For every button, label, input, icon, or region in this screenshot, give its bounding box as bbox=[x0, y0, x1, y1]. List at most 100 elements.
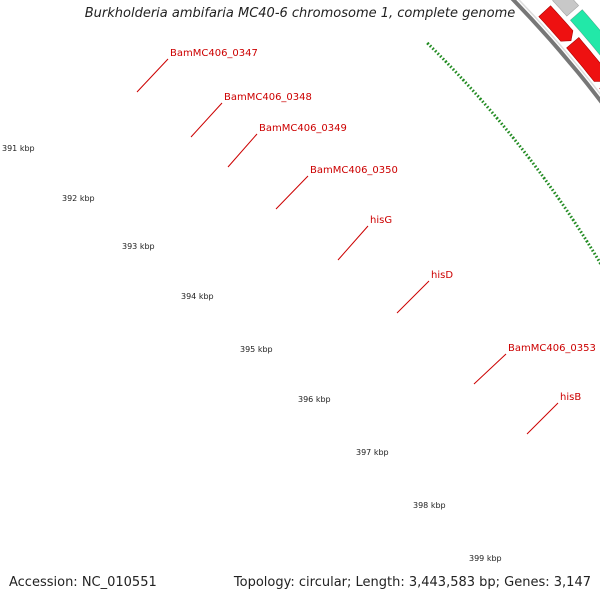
ruler-tick-mark bbox=[527, 156, 531, 160]
ruler-tick-mark bbox=[466, 83, 470, 88]
ruler-tick-mark bbox=[596, 258, 600, 262]
gene-label-leader bbox=[136, 58, 169, 93]
gene-segment bbox=[569, 9, 600, 56]
ruler-tick-mark bbox=[454, 70, 458, 74]
ruler-tick-mark bbox=[495, 116, 499, 120]
ruler-tick-mark bbox=[497, 119, 502, 123]
ruler-tick-mark bbox=[565, 209, 569, 213]
ruler-tick-mark bbox=[478, 97, 483, 101]
ruler-tick-mark bbox=[481, 100, 485, 104]
ruler-tick-mark bbox=[522, 150, 527, 154]
ruler-tick-mark bbox=[548, 185, 553, 189]
ruler-tick-mark bbox=[559, 200, 563, 204]
map-title: Burkholderia ambifaria MC40-6 chromosome… bbox=[84, 6, 516, 21]
cds-arrow bbox=[566, 37, 600, 82]
ruler-tick-mark bbox=[569, 215, 573, 219]
ruler-tick-mark bbox=[592, 252, 597, 256]
gene-label-leader bbox=[526, 402, 559, 435]
cds-arrow bbox=[538, 5, 574, 42]
kbp-label: 392 kbp bbox=[62, 194, 95, 203]
gene-label-leader bbox=[275, 175, 309, 210]
ruler-tick-mark bbox=[516, 141, 520, 146]
ruler-tick-mark bbox=[544, 179, 548, 183]
ruler-tick-mark bbox=[504, 127, 509, 131]
gene-label-leader bbox=[396, 280, 430, 314]
ruler-tick-mark bbox=[587, 242, 591, 246]
ruler-tick-mark bbox=[428, 44, 433, 48]
ruler-tick-mark bbox=[449, 65, 453, 69]
ruler-tick-mark bbox=[546, 182, 551, 186]
ruler-tick-mark bbox=[591, 249, 595, 253]
ruler-tick-mark bbox=[446, 62, 451, 66]
ruler-tick-mark bbox=[598, 262, 600, 265]
ruler-tick-mark bbox=[511, 136, 516, 140]
ruler-tick-mark bbox=[461, 78, 466, 82]
kbp-labels-layer: 391 kbp 392 kbp 393 kbp 394 kbp 395 kbp 396 k… bbox=[2, 144, 502, 563]
ruler-tick-mark bbox=[594, 255, 599, 259]
genome-summary-text: Topology: circular; Length: 3,443,583 bp… bbox=[233, 575, 591, 590]
ruler-tick-mark bbox=[488, 108, 492, 112]
ruler-tick-mark bbox=[531, 162, 536, 166]
kbp-label: 396 kbp bbox=[298, 395, 331, 404]
backbone-line bbox=[510, 0, 600, 104]
ruler-tick-mark bbox=[436, 52, 440, 56]
ruler-tick-mark bbox=[520, 147, 524, 151]
backbone-highlight bbox=[518, 0, 600, 95]
gene-label: hisG bbox=[370, 215, 392, 226]
ruler-tick-mark bbox=[441, 57, 445, 61]
ruler-tick-mark bbox=[583, 236, 587, 240]
ruler-tick-mark bbox=[473, 91, 478, 96]
gene-label-leader bbox=[190, 102, 223, 138]
gene-label: hisD bbox=[431, 270, 453, 281]
gene-labels-layer: BamMC406_0347 BamMC406_0348 BamMC406_0349 B… bbox=[136, 48, 596, 435]
kbp-label: 397 kbp bbox=[356, 448, 389, 457]
gene-segment bbox=[552, 0, 580, 17]
ruler-tick-mark bbox=[536, 167, 540, 171]
ruler-tick-mark bbox=[506, 130, 511, 134]
gene-label: BamMC406_0347 bbox=[170, 48, 258, 59]
ruler-tick-mark bbox=[444, 59, 448, 64]
kbp-label: 395 kbp bbox=[240, 345, 273, 354]
tick-dots-layer bbox=[426, 41, 600, 265]
ruler-tick-mark bbox=[579, 230, 583, 234]
ruler-tick-mark bbox=[476, 94, 480, 98]
ruler-tick-mark bbox=[471, 89, 475, 93]
ruler-tick-mark bbox=[439, 54, 443, 59]
ruler-tick-mark bbox=[563, 206, 567, 210]
accession-text: Accession: NC_010551 bbox=[9, 575, 157, 590]
ruler-tick-mark bbox=[502, 125, 506, 129]
ruler-tick-mark bbox=[485, 105, 490, 109]
gene-label-leader bbox=[227, 133, 258, 168]
ruler-tick-mark bbox=[459, 75, 463, 80]
ruler-tick-mark bbox=[525, 153, 529, 157]
backbone-layer bbox=[510, 0, 600, 104]
gene-label-leader bbox=[473, 353, 507, 385]
gene-track bbox=[552, 0, 600, 56]
ruler-tick-mark bbox=[571, 218, 575, 222]
ruler-tick-mark bbox=[464, 81, 468, 85]
gene-label: BamMC406_0350 bbox=[310, 165, 398, 176]
ruler-tick-mark bbox=[469, 86, 473, 90]
ruler-tick-mark bbox=[589, 246, 593, 249]
ruler-tick-mark bbox=[567, 212, 571, 216]
ruler-tick-mark bbox=[456, 73, 461, 77]
ruler-tick-mark bbox=[540, 173, 544, 177]
ruler-tick-mark bbox=[493, 113, 497, 118]
ruler-tick-mark bbox=[538, 170, 542, 174]
gene-label: BamMC406_0353 bbox=[508, 343, 596, 354]
ruler-tick-mark bbox=[451, 67, 456, 72]
ruler-tick-mark bbox=[490, 111, 495, 115]
ruler-tick-mark bbox=[577, 227, 581, 231]
ruler-tick-mark bbox=[426, 41, 430, 46]
ruler-tick-mark bbox=[434, 49, 438, 53]
ruler-tick-mark bbox=[561, 203, 565, 207]
gene-label: BamMC406_0349 bbox=[259, 123, 347, 134]
cds-track bbox=[538, 5, 600, 90]
ruler-tick-mark bbox=[518, 144, 522, 148]
ruler-tick-mark bbox=[550, 188, 555, 192]
gene-label-leader bbox=[337, 225, 369, 261]
ruler-tick-mark bbox=[573, 221, 577, 225]
kbp-label: 391 kbp bbox=[2, 144, 35, 153]
kbp-label: 399 kbp bbox=[469, 554, 502, 563]
